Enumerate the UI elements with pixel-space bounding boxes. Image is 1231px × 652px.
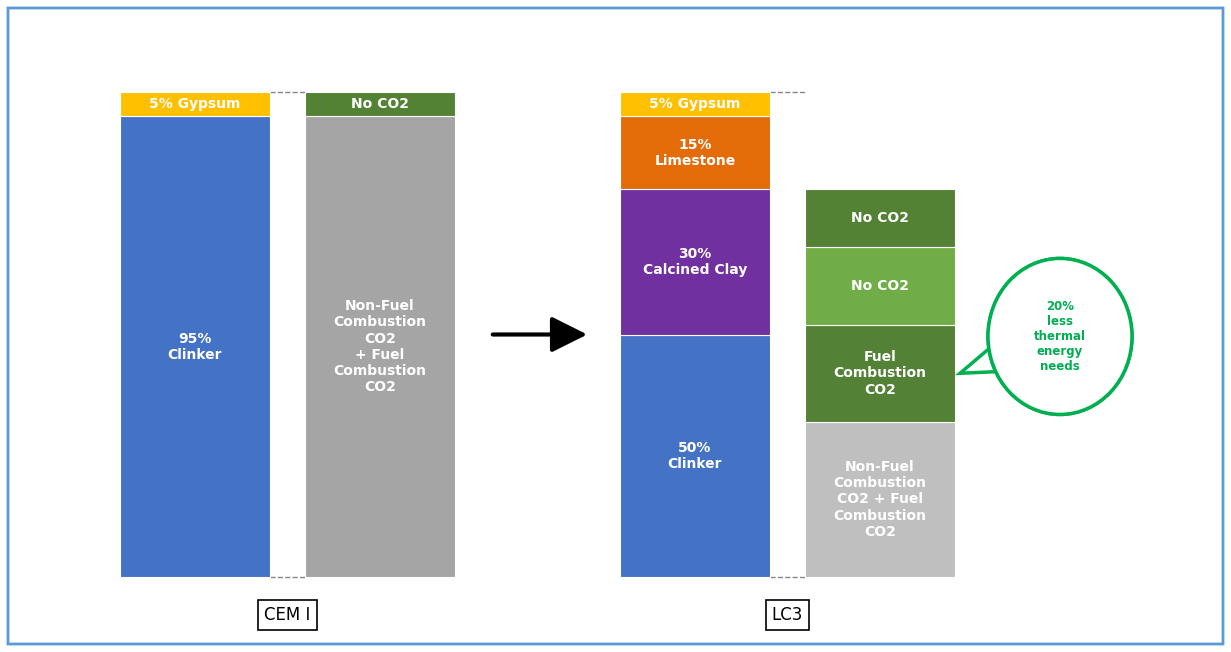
Text: Non-Fuel
Combustion
CO2
+ Fuel
Combustion
CO2: Non-Fuel Combustion CO2 + Fuel Combustio… [334, 299, 426, 394]
Bar [620, 92, 771, 116]
Bar [805, 247, 955, 325]
Bar [620, 189, 771, 334]
Text: 30%
Calcined Clay: 30% Calcined Clay [643, 246, 747, 277]
Text: Non-Fuel
Combustion
CO2 + Fuel
Combustion
CO2: Non-Fuel Combustion CO2 + Fuel Combustio… [833, 460, 927, 539]
Text: No CO2: No CO2 [351, 97, 409, 111]
Text: 20%
less
thermal
energy
needs: 20% less thermal energy needs [1034, 300, 1086, 373]
Text: No CO2: No CO2 [851, 211, 908, 225]
Ellipse shape [988, 258, 1133, 415]
Text: No CO2: No CO2 [851, 279, 908, 293]
Text: 5% Gypsum: 5% Gypsum [149, 97, 241, 111]
Text: 15%
Limestone: 15% Limestone [655, 138, 736, 168]
Text: 95%
Clinker: 95% Clinker [167, 331, 223, 362]
Text: Fuel
Combustion
CO2: Fuel Combustion CO2 [833, 350, 927, 396]
Bar [805, 422, 955, 577]
Bar [119, 92, 270, 116]
Bar [620, 334, 771, 577]
Text: CEM I: CEM I [265, 606, 310, 624]
Ellipse shape [988, 258, 1133, 415]
Text: 5% Gypsum: 5% Gypsum [649, 97, 741, 111]
Bar [805, 189, 955, 247]
Text: 50%
Clinker: 50% Clinker [667, 441, 723, 471]
Bar [119, 116, 270, 577]
Bar [620, 116, 771, 189]
Bar [305, 92, 455, 116]
Bar [305, 116, 455, 577]
Text: LC3: LC3 [772, 606, 803, 624]
Bar [805, 325, 955, 422]
Polygon shape [960, 340, 998, 374]
